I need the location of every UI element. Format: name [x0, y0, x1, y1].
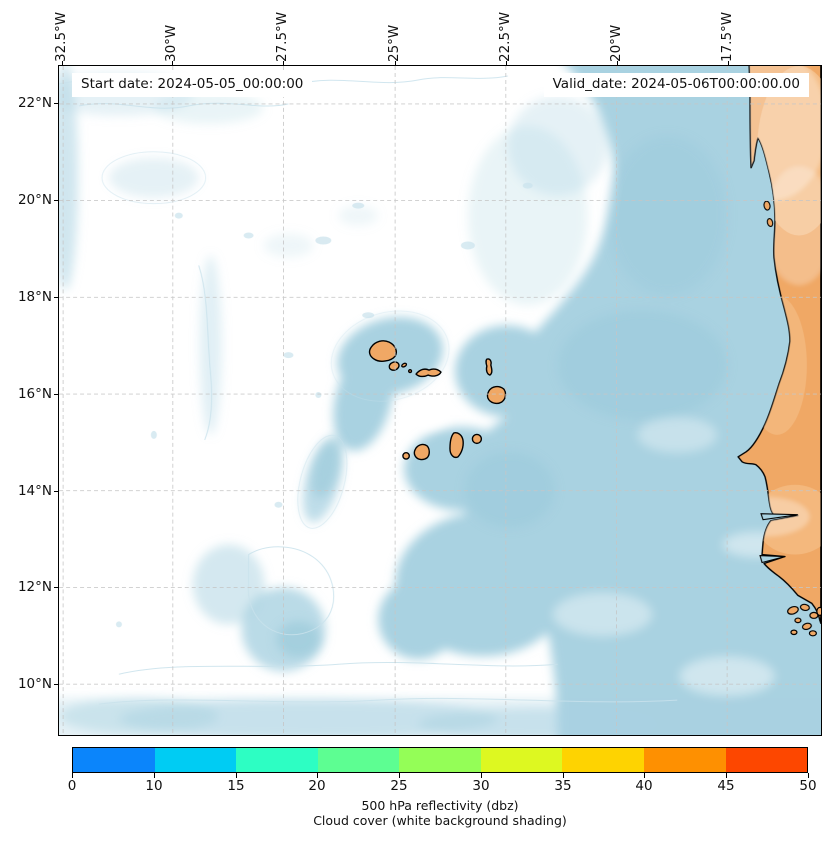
- colorbar-tick-label: 20: [308, 778, 326, 794]
- colorbar-tick-mark: [644, 773, 645, 778]
- colorbar-tick-label: 45: [717, 778, 735, 794]
- contour-wisps: [59, 75, 678, 705]
- island-sal: [485, 358, 493, 376]
- colorbar-tick-label: 35: [554, 778, 572, 794]
- start-date-annotation: Start date: 2024-05-05_00:00:00: [72, 73, 313, 97]
- map-plot-area: [58, 65, 822, 736]
- colorbar-segment: [480, 748, 563, 772]
- colorbar-tick-mark: [726, 773, 727, 778]
- x-tick-label: 25°W: [386, 24, 402, 62]
- y-tick-label: 22°N: [17, 95, 52, 111]
- island-santiago: [449, 432, 464, 459]
- x-tick-mark: [62, 61, 63, 65]
- colorbar-tick-label: 50: [799, 778, 817, 794]
- x-tick-label: 32.5°W: [53, 11, 69, 62]
- deep-ocean-accents: [276, 135, 728, 658]
- island-santo-antao: [368, 340, 397, 362]
- x-tick-mark: [172, 61, 173, 65]
- map-canvas: [59, 66, 821, 735]
- colorbar-tick-mark: [72, 773, 73, 778]
- x-tick-mark: [395, 61, 396, 65]
- cloud-specks: [115, 182, 533, 628]
- valid-date-annotation: Valid_date: 2024-05-06T00:00:00.00: [543, 73, 809, 97]
- colorbar-segment: [154, 748, 237, 772]
- colorbar-tick-label: 10: [145, 778, 163, 794]
- colorbar-segment: [643, 748, 726, 772]
- colorbar-tick-label: 30: [472, 778, 490, 794]
- island-fogo: [413, 443, 430, 461]
- island-sao-nicolau: [415, 368, 442, 378]
- y-tick-label: 10°N: [17, 676, 52, 692]
- colorbar-tick-mark: [317, 773, 318, 778]
- x-tick-mark: [506, 61, 507, 65]
- colorbar-tick-label: 25: [390, 778, 408, 794]
- island-maio: [471, 433, 483, 445]
- y-tick-label: 16°N: [17, 386, 52, 402]
- x-tick-mark: [728, 61, 729, 65]
- colorbar-title: 500 hPa reflectivity (dbz): [361, 798, 519, 813]
- y-tick-label: 18°N: [17, 289, 52, 305]
- colorbar-segment: [562, 748, 644, 772]
- x-tick-mark: [617, 61, 618, 65]
- gambia-river: [760, 513, 799, 521]
- graticule-grid: [59, 66, 821, 735]
- colorbar-gradient: [72, 747, 808, 773]
- x-tick-label: 20°W: [608, 24, 624, 62]
- y-tick-mark: [54, 103, 58, 104]
- x-tick-label: 27.5°W: [274, 11, 290, 62]
- y-tick-label: 20°N: [17, 192, 52, 208]
- y-tick-mark: [54, 684, 58, 685]
- colorbar-tick-mark: [808, 773, 809, 778]
- y-tick-mark: [54, 297, 58, 298]
- y-tick-label: 12°N: [17, 579, 52, 595]
- colorbar-segment: [317, 748, 400, 772]
- y-tick-mark: [54, 491, 58, 492]
- colorbar-subtitle: Cloud cover (white background shading): [313, 813, 567, 828]
- casamance-river: [759, 554, 786, 564]
- colorbar-tick-label: 15: [227, 778, 245, 794]
- x-tick-mark: [283, 61, 284, 65]
- x-tick-label: 22.5°W: [497, 11, 513, 62]
- cloud-patches: [340, 396, 792, 697]
- colorbar-tick-mark: [481, 773, 482, 778]
- y-tick-mark: [54, 394, 58, 395]
- y-tick-label: 14°N: [17, 483, 52, 499]
- colorbar-segment: [236, 748, 318, 772]
- y-tick-mark: [54, 200, 58, 201]
- island-brava: [402, 451, 410, 460]
- x-tick-label: 17.5°W: [719, 11, 735, 62]
- colorbar-segment: [73, 748, 155, 772]
- bijagos-islands: [787, 603, 821, 637]
- island-boa-vista: [486, 385, 507, 405]
- x-tick-label: 30°W: [163, 24, 179, 62]
- banc-arguin-islets: [763, 200, 774, 227]
- colorbar-tick-label: 40: [635, 778, 653, 794]
- colorbar-tick-mark: [236, 773, 237, 778]
- y-tick-mark: [54, 587, 58, 588]
- colorbar-tick-label: 0: [67, 778, 77, 794]
- colorbar-tick-mark: [563, 773, 564, 778]
- colorbar-segment: [725, 748, 808, 772]
- clear-sky-ocean-regions: [59, 66, 821, 735]
- colorbar-tick-mark: [399, 773, 400, 778]
- colorbar-segment: [399, 748, 481, 772]
- colorbar-tick-mark: [154, 773, 155, 778]
